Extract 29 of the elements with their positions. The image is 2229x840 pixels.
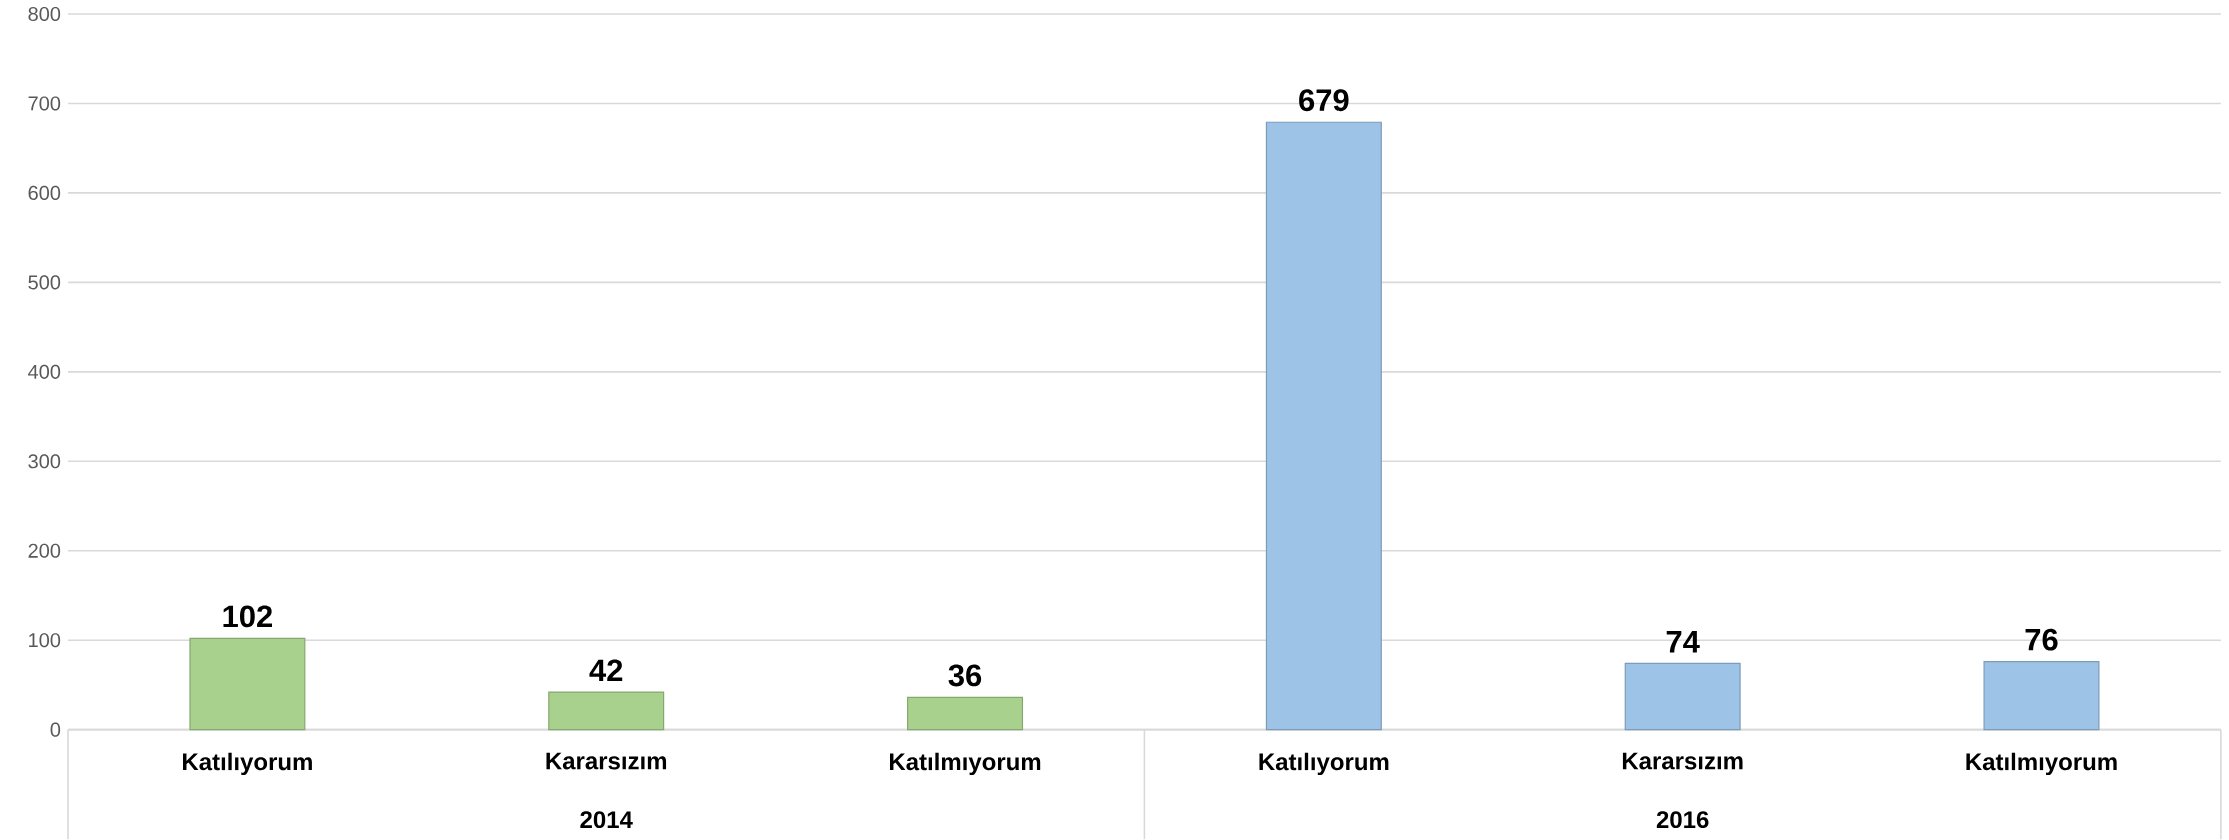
data-label: 42 (589, 659, 623, 682)
y-tick-label: 800 (28, 7, 61, 22)
bar (1983, 661, 2100, 731)
y-tick-label: 200 (28, 543, 61, 558)
y-tick-label: 600 (28, 186, 61, 201)
y-tick-label: 0 (50, 722, 61, 737)
y-tick-label: 400 (28, 364, 61, 380)
data-label: 102 (223, 605, 272, 628)
y-tick-label: 300 (28, 454, 61, 469)
data-label: 74 (1666, 631, 1700, 653)
x-tick-label: Kararsızım (1622, 752, 1743, 770)
x-tick-label: Katılıyorum (183, 752, 312, 776)
bar (907, 697, 1024, 731)
y-tick-label: 100 (29, 633, 61, 648)
bar (189, 638, 306, 731)
bar (548, 691, 665, 731)
bar (1624, 663, 1741, 731)
data-label: 679 (1299, 89, 1349, 112)
text: 2014 (580, 811, 633, 829)
bar (1265, 121, 1382, 731)
y-tick-label: 500 (28, 275, 61, 290)
text: 2016 (1656, 811, 1709, 829)
y-tick-label: 700 (28, 96, 61, 111)
x-tick-label: Katılmıyorum (889, 752, 1041, 776)
data-label: 36 (948, 664, 982, 687)
x-tick-label: Katılmıyorum (1966, 752, 2117, 776)
x-tick-label: Kararsızım (546, 752, 667, 770)
x-tick-label: Katılıyorum (1259, 752, 1389, 776)
data-label: 76 (2025, 628, 2058, 651)
